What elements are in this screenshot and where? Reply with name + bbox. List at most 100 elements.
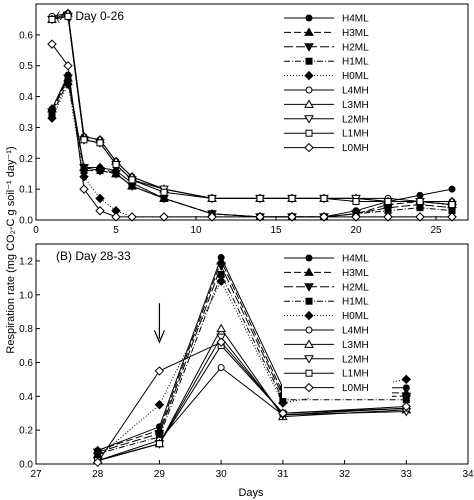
legend-marker-L3MH bbox=[304, 339, 314, 348]
plot-frame-a bbox=[35, 3, 469, 221]
x-tick-label: 25 bbox=[430, 225, 442, 236]
series-line-H1ML bbox=[97, 273, 407, 455]
y-tick-label: 0.2 bbox=[19, 154, 33, 165]
legend-label-L0MH: L0MH bbox=[342, 383, 369, 394]
data-point-L3MH bbox=[216, 323, 227, 333]
data-point-L1MH bbox=[352, 197, 360, 205]
data-point-L0MH bbox=[127, 212, 137, 222]
data-point-L0MH bbox=[319, 212, 329, 222]
data-point-L0MH bbox=[207, 212, 217, 222]
chart-title-b: (B) Day 28-33 bbox=[56, 249, 131, 263]
y-tick-label: 1.2 bbox=[19, 256, 33, 267]
legend-marker-H3ML bbox=[304, 27, 314, 36]
arrow-head bbox=[153, 330, 165, 344]
y-tick-label: 0.0 bbox=[19, 216, 33, 227]
legend-label-L4MH: L4MH bbox=[342, 326, 369, 337]
legend-label-L0MH: L0MH bbox=[342, 143, 369, 154]
legend-marker-L0MH bbox=[304, 142, 314, 153]
data-point-H0ML bbox=[47, 113, 57, 123]
data-point-L1MH bbox=[48, 15, 56, 23]
legend-marker-H3ML bbox=[304, 267, 314, 276]
legend-marker-H4ML bbox=[305, 254, 313, 262]
legend-a bbox=[282, 6, 392, 158]
legend-marker-H2ML bbox=[304, 283, 314, 292]
x-tick-label: 15 bbox=[270, 225, 282, 236]
legend-label-H4ML: H4ML bbox=[342, 14, 369, 25]
data-point-L0MH bbox=[447, 212, 457, 222]
legend-marker-L1MH bbox=[305, 369, 313, 377]
data-point-L0MH bbox=[278, 408, 288, 418]
legend-label-H1ML: H1ML bbox=[342, 297, 369, 308]
x-tick-label: 30 bbox=[216, 469, 228, 480]
legend-label-H3ML: H3ML bbox=[342, 268, 369, 279]
data-point-H2ML bbox=[216, 262, 227, 272]
legend-label-H0ML: H0ML bbox=[342, 311, 369, 322]
data-point-L0MH bbox=[383, 212, 393, 222]
data-point-L1MH bbox=[256, 194, 264, 202]
legend-marker-L3MH bbox=[304, 99, 314, 108]
data-point-L1MH bbox=[64, 12, 72, 20]
y-tick-label: 0.2 bbox=[19, 426, 33, 437]
legend-marker-L1MH bbox=[305, 129, 313, 137]
data-point-H4ML bbox=[448, 185, 456, 193]
data-point-L0MH bbox=[47, 39, 57, 49]
legend-marker-L4MH bbox=[305, 86, 313, 94]
y-tick-label: 0.4 bbox=[19, 392, 33, 403]
data-point-L1MH bbox=[448, 201, 456, 209]
x-tick-label: 10 bbox=[190, 225, 202, 236]
data-point-L0MH bbox=[255, 212, 265, 222]
legend-label-H1ML: H1ML bbox=[342, 57, 369, 68]
legend-label-L2MH: L2MH bbox=[342, 354, 369, 365]
legend-b bbox=[282, 246, 392, 398]
legend-marker-L4MH bbox=[305, 326, 313, 334]
plot-frame-b bbox=[35, 243, 469, 465]
data-point-L1MH bbox=[320, 194, 328, 202]
data-point-L1MH bbox=[112, 160, 120, 168]
legend-label-L3MH: L3MH bbox=[342, 340, 369, 351]
data-point-L0MH bbox=[401, 401, 411, 412]
legend-label-H3ML: H3ML bbox=[342, 28, 369, 39]
data-point-H1ML bbox=[96, 167, 104, 175]
data-point-L0MH bbox=[95, 206, 105, 216]
legend-marker-H2ML bbox=[304, 43, 314, 52]
y-tick-label: 0.6 bbox=[19, 30, 33, 41]
legend-label-L1MH: L1MH bbox=[342, 129, 369, 140]
data-point-L1MH bbox=[128, 176, 136, 184]
data-point-L1MH bbox=[80, 136, 88, 144]
legend-marker-L2MH bbox=[304, 355, 314, 364]
legend-label-L2MH: L2MH bbox=[342, 114, 369, 125]
x-tick-label: 32 bbox=[339, 469, 351, 480]
data-point-L0MH bbox=[415, 212, 425, 222]
x-tick-label: 34 bbox=[462, 469, 474, 480]
chart-panel-b: (B) Day 28-33 27 28 29 30 31 32 33 34 0.0 0.2 0.4 0.… bbox=[19, 243, 474, 480]
x-tick-label: 31 bbox=[277, 469, 289, 480]
x-tick-label: 0 bbox=[33, 225, 39, 236]
legend-marker-H0ML bbox=[304, 70, 314, 81]
data-point-L0MH bbox=[216, 337, 226, 347]
y-tick-label: 1.0 bbox=[19, 290, 33, 301]
data-point-H1ML bbox=[112, 170, 120, 178]
y-tick-label: 0.8 bbox=[19, 324, 33, 335]
data-point-L1MH bbox=[208, 194, 216, 202]
data-point-H1ML bbox=[160, 194, 168, 202]
y-tick-label: 0.0 bbox=[19, 460, 33, 471]
x-tick-label: 28 bbox=[92, 469, 104, 480]
data-point-H0ML bbox=[278, 398, 288, 408]
x-tick-label: 29 bbox=[154, 469, 166, 480]
legend-label-H2ML: H2ML bbox=[342, 282, 369, 293]
data-point-L1MH bbox=[160, 188, 168, 196]
chart-title-a: (A) Day 0-26 bbox=[56, 9, 124, 23]
legend-label-L4MH: L4MH bbox=[342, 86, 369, 97]
data-point-L1MH bbox=[288, 194, 296, 202]
data-point-L4MH bbox=[217, 364, 225, 372]
data-point-H0ML bbox=[95, 193, 105, 204]
y-tick-label: 0.1 bbox=[19, 185, 33, 196]
legend-marker-H1ML bbox=[305, 57, 313, 65]
data-point-L1MH bbox=[96, 139, 104, 147]
x-tick-label: 5 bbox=[113, 225, 119, 236]
y-tick-label: 0.5 bbox=[19, 61, 33, 72]
legend-marker-L2MH bbox=[304, 115, 314, 124]
chart-panel-a: (A) Day 0-26 0 5 10 15 20 25 0.0 0.1 0.2 0.3 0.4 0.5… bbox=[19, 3, 469, 236]
data-point-L0MH bbox=[111, 212, 121, 222]
